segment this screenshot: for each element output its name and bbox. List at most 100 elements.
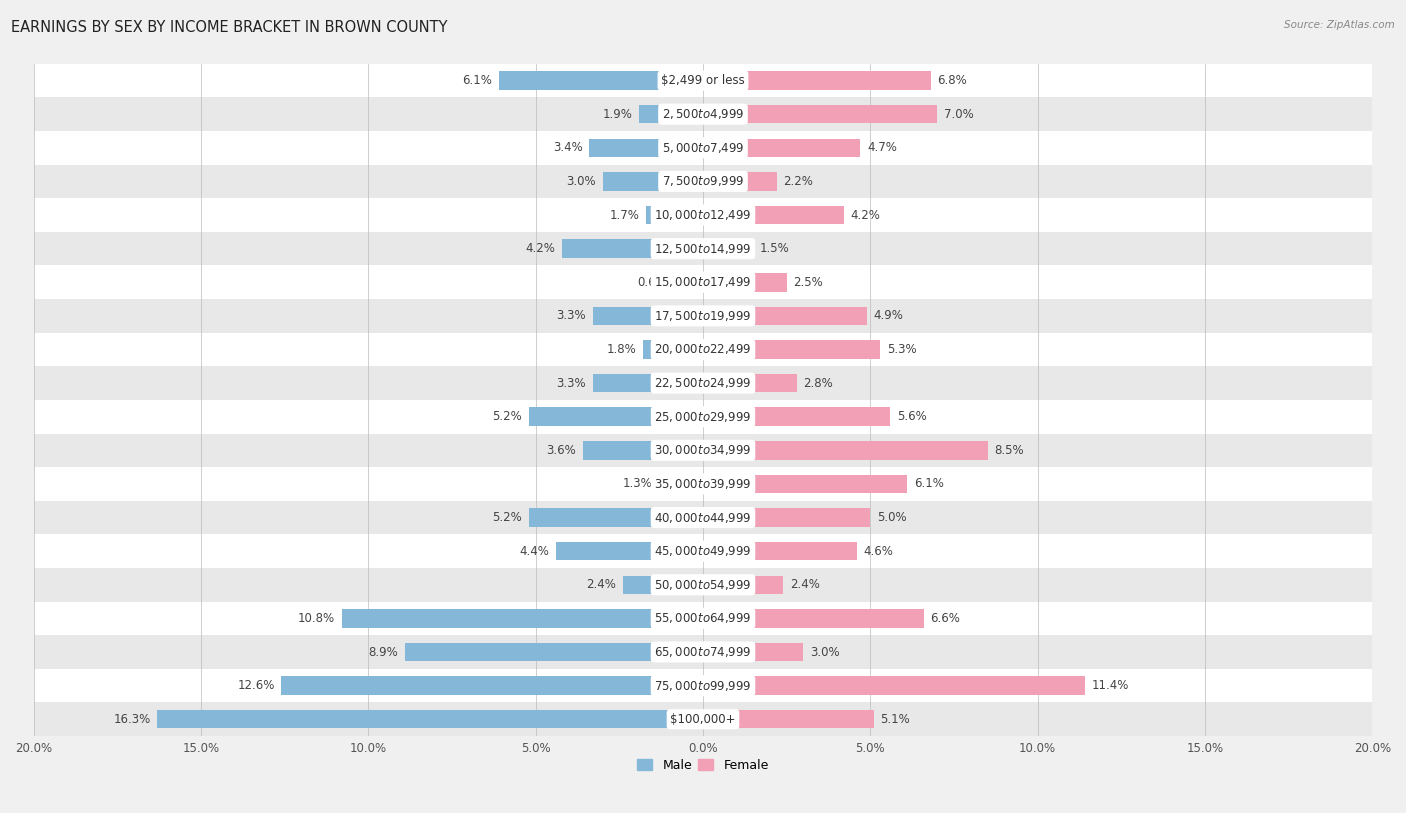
- Bar: [34, 131, 1372, 164]
- Text: 4.4%: 4.4%: [519, 545, 548, 558]
- Text: 4.2%: 4.2%: [851, 209, 880, 221]
- Bar: [405, 643, 703, 661]
- Text: $2,500 to $4,999: $2,500 to $4,999: [662, 107, 744, 121]
- Text: 6.6%: 6.6%: [931, 612, 960, 625]
- Text: 3.3%: 3.3%: [557, 376, 586, 389]
- Bar: [703, 710, 873, 728]
- Text: 4.9%: 4.9%: [873, 310, 904, 323]
- Bar: [640, 105, 703, 124]
- Bar: [703, 609, 924, 628]
- Bar: [34, 198, 1372, 232]
- Bar: [34, 467, 1372, 501]
- Text: 11.4%: 11.4%: [1091, 679, 1129, 692]
- Bar: [562, 239, 703, 258]
- Text: $30,000 to $34,999: $30,000 to $34,999: [654, 443, 752, 458]
- Text: $20,000 to $22,499: $20,000 to $22,499: [654, 342, 752, 356]
- Bar: [703, 676, 1084, 695]
- Text: $15,000 to $17,499: $15,000 to $17,499: [654, 276, 752, 289]
- Bar: [703, 72, 931, 89]
- Text: 5.1%: 5.1%: [880, 713, 910, 726]
- Text: 8.5%: 8.5%: [994, 444, 1024, 457]
- Bar: [703, 105, 938, 124]
- Bar: [529, 407, 703, 426]
- Bar: [34, 669, 1372, 702]
- Bar: [603, 172, 703, 191]
- Bar: [643, 341, 703, 359]
- Bar: [34, 702, 1372, 736]
- Text: 3.4%: 3.4%: [553, 141, 582, 154]
- Bar: [703, 576, 783, 594]
- Bar: [703, 239, 754, 258]
- Text: 2.8%: 2.8%: [803, 376, 834, 389]
- Bar: [703, 475, 907, 493]
- Bar: [555, 542, 703, 560]
- Bar: [703, 307, 868, 325]
- Text: 12.6%: 12.6%: [238, 679, 274, 692]
- Text: $10,000 to $12,499: $10,000 to $12,499: [654, 208, 752, 222]
- Text: $65,000 to $74,999: $65,000 to $74,999: [654, 645, 752, 659]
- Text: $22,500 to $24,999: $22,500 to $24,999: [654, 376, 752, 390]
- Text: $50,000 to $54,999: $50,000 to $54,999: [654, 578, 752, 592]
- Text: 4.2%: 4.2%: [526, 242, 555, 255]
- Bar: [647, 206, 703, 224]
- Text: $12,500 to $14,999: $12,500 to $14,999: [654, 241, 752, 255]
- Bar: [34, 164, 1372, 198]
- Bar: [582, 441, 703, 459]
- Text: 3.3%: 3.3%: [557, 310, 586, 323]
- Bar: [703, 441, 987, 459]
- Text: $25,000 to $29,999: $25,000 to $29,999: [654, 410, 752, 424]
- Text: 4.6%: 4.6%: [863, 545, 894, 558]
- Text: $40,000 to $44,999: $40,000 to $44,999: [654, 511, 752, 524]
- Text: 5.3%: 5.3%: [887, 343, 917, 356]
- Bar: [703, 374, 797, 393]
- Bar: [34, 602, 1372, 635]
- Text: EARNINGS BY SEX BY INCOME BRACKET IN BROWN COUNTY: EARNINGS BY SEX BY INCOME BRACKET IN BRO…: [11, 20, 447, 35]
- Bar: [34, 568, 1372, 602]
- Text: 3.0%: 3.0%: [567, 175, 596, 188]
- Text: 2.2%: 2.2%: [783, 175, 813, 188]
- Text: 5.0%: 5.0%: [877, 511, 907, 524]
- Bar: [703, 206, 844, 224]
- Bar: [592, 307, 703, 325]
- Legend: Male, Female: Male, Female: [633, 754, 773, 777]
- Bar: [703, 273, 787, 292]
- Text: 3.0%: 3.0%: [810, 646, 839, 659]
- Text: $7,500 to $9,999: $7,500 to $9,999: [662, 175, 744, 189]
- Bar: [34, 534, 1372, 568]
- Bar: [157, 710, 703, 728]
- Text: 3.6%: 3.6%: [546, 444, 576, 457]
- Bar: [703, 542, 858, 560]
- Text: 4.7%: 4.7%: [868, 141, 897, 154]
- Bar: [34, 433, 1372, 467]
- Text: 2.5%: 2.5%: [793, 276, 823, 289]
- Bar: [703, 508, 870, 527]
- Bar: [34, 635, 1372, 669]
- Text: $17,500 to $19,999: $17,500 to $19,999: [654, 309, 752, 323]
- Text: 2.4%: 2.4%: [790, 578, 820, 591]
- Bar: [34, 501, 1372, 534]
- Text: 8.9%: 8.9%: [368, 646, 398, 659]
- Text: 1.8%: 1.8%: [606, 343, 636, 356]
- Text: 0.65%: 0.65%: [637, 276, 675, 289]
- Bar: [659, 475, 703, 493]
- Text: 5.2%: 5.2%: [492, 511, 522, 524]
- Text: 1.7%: 1.7%: [610, 209, 640, 221]
- Bar: [281, 676, 703, 695]
- Bar: [34, 98, 1372, 131]
- Text: 1.9%: 1.9%: [603, 107, 633, 120]
- Text: Source: ZipAtlas.com: Source: ZipAtlas.com: [1284, 20, 1395, 30]
- Text: $100,000+: $100,000+: [671, 713, 735, 726]
- Bar: [34, 63, 1372, 98]
- Bar: [34, 299, 1372, 333]
- Bar: [34, 266, 1372, 299]
- Text: 10.8%: 10.8%: [298, 612, 335, 625]
- Bar: [703, 643, 803, 661]
- Text: 16.3%: 16.3%: [114, 713, 150, 726]
- Bar: [34, 333, 1372, 367]
- Text: $5,000 to $7,499: $5,000 to $7,499: [662, 141, 744, 154]
- Bar: [589, 138, 703, 157]
- Bar: [34, 367, 1372, 400]
- Bar: [34, 400, 1372, 433]
- Bar: [592, 374, 703, 393]
- Text: 6.8%: 6.8%: [938, 74, 967, 87]
